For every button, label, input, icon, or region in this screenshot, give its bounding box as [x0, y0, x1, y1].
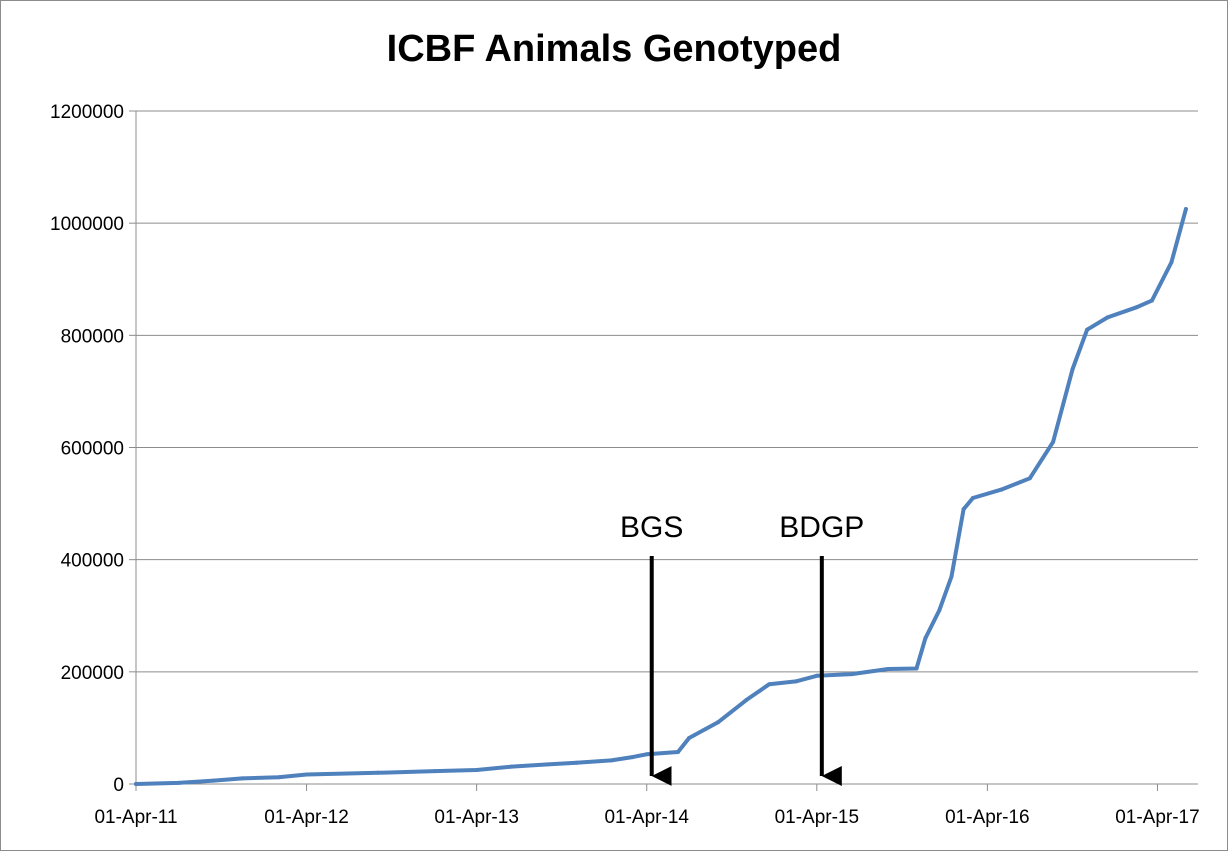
data-point — [1183, 207, 1188, 212]
data-point — [644, 752, 649, 757]
data-point — [849, 672, 854, 677]
y-tick-label: 600000 — [61, 439, 124, 460]
x-tick-label: 01-Apr-14 — [604, 807, 689, 828]
data-point — [545, 762, 550, 767]
data-point — [509, 764, 514, 769]
data-point — [937, 608, 942, 613]
data-point — [914, 666, 919, 671]
data-point — [1105, 315, 1110, 320]
data-point — [134, 782, 138, 786]
chart-title: ICBF Animals Genotyped — [386, 28, 842, 70]
data-point — [744, 697, 749, 702]
data-point — [716, 720, 720, 725]
x-tick-label: 01-Apr-16 — [945, 807, 1030, 828]
data-point — [574, 760, 579, 765]
data-point — [375, 770, 380, 775]
y-tick-label: 200000 — [61, 663, 124, 684]
data-point — [1070, 367, 1075, 371]
data-point — [474, 768, 479, 772]
data-point — [687, 736, 692, 740]
data-point — [886, 667, 891, 671]
data-point — [923, 636, 928, 641]
data-point — [432, 769, 437, 774]
data-point — [176, 780, 181, 785]
x-tick-label: 01-Apr-15 — [775, 807, 860, 828]
data-point — [1149, 298, 1154, 303]
data-point — [676, 750, 680, 754]
x-tick-label: 01-Apr-13 — [434, 807, 519, 828]
data-point — [949, 574, 954, 579]
y-tick-label: 800000 — [61, 326, 124, 347]
x-tick-label: 01-Apr-12 — [264, 807, 349, 828]
data-point — [211, 778, 216, 783]
x-tick-label: 01-Apr-17 — [1115, 807, 1200, 828]
data-point — [767, 682, 772, 687]
data-point — [1134, 305, 1139, 310]
data-point — [240, 776, 245, 781]
data-point — [1051, 439, 1056, 444]
data-point — [793, 679, 798, 684]
y-tick-label: 0 — [113, 775, 124, 796]
y-tick-label: 400000 — [61, 551, 124, 572]
data-point — [276, 775, 281, 780]
y-tick-label: 1200000 — [50, 102, 124, 123]
annotation-label: BDGP — [779, 511, 864, 544]
data-point — [609, 758, 614, 763]
data-point — [970, 496, 975, 500]
x-tick-label: 01-Apr-11 — [94, 807, 177, 828]
data-point — [1085, 327, 1090, 332]
y-tick-label: 1000000 — [50, 214, 124, 235]
series-line — [134, 207, 1188, 786]
data-point — [961, 507, 966, 512]
data-point — [630, 755, 635, 760]
annotation-label: BGS — [620, 511, 683, 544]
data-point — [814, 673, 819, 678]
data-point — [1169, 260, 1174, 265]
data-point — [999, 487, 1004, 492]
data-point — [1027, 476, 1032, 481]
data-point — [304, 772, 309, 777]
